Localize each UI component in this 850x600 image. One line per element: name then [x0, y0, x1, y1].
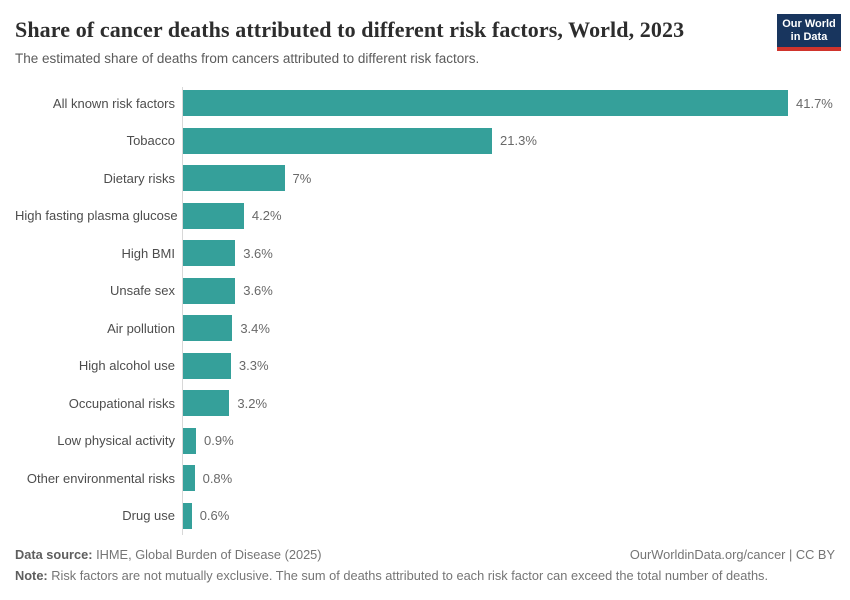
bar-label: Tobacco — [126, 133, 175, 149]
bar[interactable] — [183, 277, 236, 304]
bar-value-label: 3.2% — [237, 395, 268, 411]
bar-value-label: 3.4% — [240, 320, 270, 336]
bar-area: 41.7% — [182, 85, 835, 123]
bar-row: Dietary risks 7% — [15, 160, 835, 198]
bar-area: 0.6% — [182, 497, 835, 535]
bar-area: 3.4% — [182, 310, 835, 348]
bar[interactable] — [183, 315, 233, 342]
bar-row: Tobacco 21.3% — [15, 122, 835, 160]
bar-value-label: 4.2% — [251, 208, 282, 224]
bar-area: 3.6% — [182, 272, 835, 310]
note-text: Note: Risk factors are not mutually excl… — [15, 567, 769, 583]
bar-area: 3.6% — [182, 235, 835, 273]
data-source-text: Data source: IHME, Global Burden of Dise… — [15, 546, 322, 562]
bar[interactable] — [183, 90, 788, 117]
bar-row: High alcohol use 3.3% — [15, 347, 835, 385]
bar-value-label: 0.9% — [204, 433, 234, 449]
bar-label: Other environmental risks — [26, 470, 175, 486]
bar-label: Air pollution — [107, 320, 175, 336]
bar-area: 21.3% — [182, 122, 835, 160]
bar-row: Unsafe sex 3.6% — [15, 272, 835, 310]
bar-area: 3.2% — [182, 385, 835, 423]
bar-chart: All known risk factors 41.7% Tobacco 21.3% D… — [15, 85, 835, 535]
bar-label: High fasting plasma glucose — [15, 208, 178, 224]
page-title: Share of cancer deaths attributed to dif… — [15, 17, 685, 42]
bar-row: Other environmental risks 0.8% — [15, 460, 835, 498]
note-label: Note: — [15, 567, 48, 583]
bar-label: High alcohol use — [78, 358, 175, 374]
bar[interactable] — [183, 127, 493, 154]
bar-area: 7% — [182, 160, 835, 198]
bar-row: All known risk factors 41.7% — [15, 85, 835, 123]
bar-value-label: 21.3% — [500, 133, 537, 149]
bar[interactable] — [183, 165, 285, 192]
bar-row: Air pollution 3.4% — [15, 310, 835, 348]
page-subtitle: The estimated share of deaths from cance… — [15, 50, 480, 66]
bar-area: 3.3% — [182, 347, 835, 385]
bar-value-label: 7% — [292, 170, 312, 186]
bar-value-label: 41.7% — [796, 95, 833, 111]
y-axis-line — [182, 86, 183, 535]
bar-label: High BMI — [121, 245, 175, 261]
bar-label: Unsafe sex — [109, 283, 175, 299]
owid-logo: Our World in Data — [777, 14, 841, 51]
bar-area: 0.8% — [182, 460, 835, 498]
bar[interactable] — [183, 502, 192, 529]
bar-label: Occupational risks — [68, 395, 175, 411]
bar-label: Drug use — [122, 508, 175, 524]
bar-label: Dietary risks — [103, 170, 175, 186]
bar[interactable] — [183, 240, 236, 267]
bar-value-label: 3.6% — [243, 245, 273, 261]
bar-row: Drug use 0.6% — [15, 497, 835, 535]
bar-row: High fasting plasma glucose 4.2% — [15, 197, 835, 235]
data-source-label: Data source: — [15, 546, 93, 562]
bar[interactable] — [183, 390, 230, 417]
chart-footer: Data source: IHME, Global Burden of Dise… — [15, 546, 835, 585]
bar-area: 0.9% — [182, 422, 835, 460]
bar[interactable] — [183, 352, 231, 379]
owid-logo-line2: in Data — [790, 31, 828, 43]
bar[interactable] — [183, 202, 244, 229]
bar-value-label: 0.8% — [202, 470, 233, 486]
bar-row: High BMI 3.6% — [15, 235, 835, 273]
bar-label: Low physical activity — [57, 433, 175, 449]
bar-label: All known risk factors — [52, 95, 175, 111]
bar-value-label: 3.6% — [243, 283, 273, 299]
owid-logo-line1: Our World — [782, 18, 836, 30]
bar[interactable] — [183, 465, 195, 492]
bar[interactable] — [183, 427, 197, 454]
bar-value-label: 3.3% — [238, 358, 269, 374]
attribution-text: OurWorldinData.org/cancer | CC BY — [629, 546, 835, 562]
bar-row: Low physical activity 0.9% — [15, 422, 835, 460]
bar-row: Occupational risks 3.2% — [15, 385, 835, 423]
bar-area: 4.2% — [182, 197, 835, 235]
bar-value-label: 0.6% — [199, 508, 230, 524]
